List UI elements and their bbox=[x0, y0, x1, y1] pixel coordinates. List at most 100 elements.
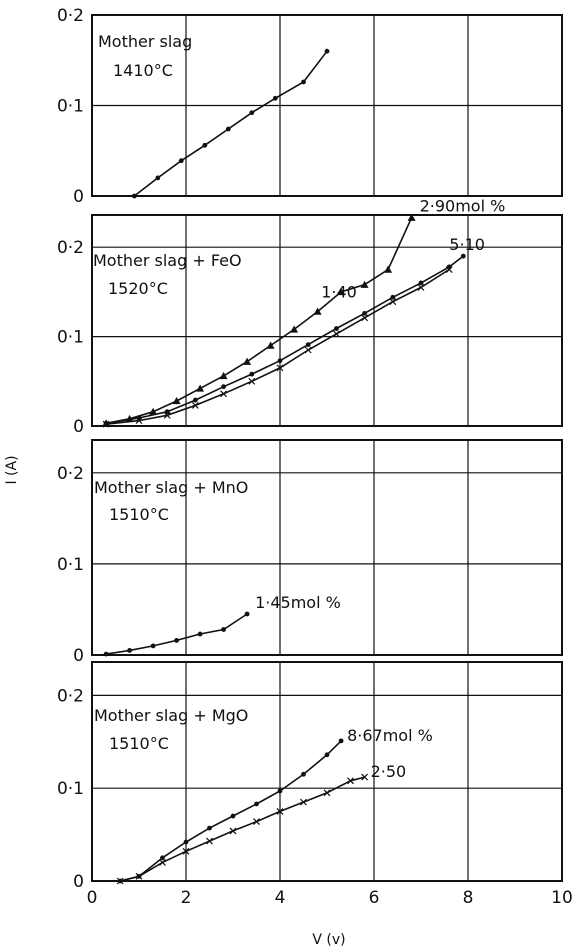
data-point bbox=[277, 788, 283, 794]
data-point bbox=[116, 877, 124, 885]
panel-title-line: Mother slag + MnO bbox=[94, 478, 248, 497]
panel-title-line: 1510°C bbox=[109, 505, 169, 524]
y-tick-label: 0·2 bbox=[57, 464, 84, 484]
data-point bbox=[178, 158, 184, 164]
panel-title-line: Mother slag + FeO bbox=[93, 251, 242, 270]
data-point bbox=[163, 411, 171, 419]
x-tick-label: 8 bbox=[463, 888, 474, 908]
panel-4: 0 0·1 0·2 0 2 4 6 8 10 Mother slag + MgO 1510°C 8·6… bbox=[57, 661, 573, 908]
data-point bbox=[219, 371, 228, 380]
data-point bbox=[164, 409, 170, 415]
data-point bbox=[334, 326, 339, 331]
data-point bbox=[266, 341, 275, 349]
data-point bbox=[332, 330, 340, 338]
data-point bbox=[182, 847, 190, 855]
data-point bbox=[301, 771, 306, 777]
data-point bbox=[135, 872, 143, 880]
data-point bbox=[221, 627, 227, 632]
y-tick-label: 0 bbox=[73, 187, 84, 207]
series-label: 1·45mol % bbox=[255, 593, 341, 612]
y-tick-label: 0·2 bbox=[57, 686, 84, 706]
data-point bbox=[102, 420, 110, 428]
panel-2: 0 0·1 0·2 Mother slag + FeO 1520°C 2·90mol % 5… bbox=[57, 197, 563, 437]
data-point bbox=[361, 314, 369, 322]
series-label: 8·67mol % bbox=[347, 726, 433, 745]
data-point bbox=[324, 48, 330, 54]
data-point bbox=[221, 384, 227, 390]
data-point bbox=[206, 837, 213, 845]
data-point bbox=[225, 126, 231, 132]
data-point bbox=[155, 175, 161, 181]
data-point bbox=[149, 407, 158, 415]
panel-frame bbox=[91, 214, 563, 427]
data-point bbox=[445, 266, 453, 273]
data-point bbox=[160, 855, 165, 861]
data-point bbox=[389, 298, 397, 306]
series-label: 5·10 bbox=[449, 235, 485, 254]
data-point bbox=[243, 357, 252, 365]
panel-1: 0 0·1 0·2 Mother slag 1410°C bbox=[57, 6, 563, 207]
data-point bbox=[249, 110, 255, 116]
series-label: 2·50 bbox=[371, 762, 407, 781]
data-point bbox=[197, 631, 203, 637]
data-point bbox=[220, 390, 228, 398]
series-label: 2·90mol % bbox=[420, 197, 506, 216]
data-point bbox=[131, 193, 137, 199]
data-point bbox=[202, 142, 208, 148]
data-point bbox=[196, 384, 205, 392]
x-axis-label: V (v) bbox=[312, 932, 345, 948]
data-point bbox=[276, 364, 284, 372]
data-point bbox=[254, 801, 259, 807]
data-point bbox=[407, 213, 416, 221]
series-line bbox=[120, 776, 365, 882]
y-tick-label: 0·1 bbox=[57, 555, 84, 575]
data-point bbox=[337, 287, 346, 296]
data-point bbox=[417, 283, 425, 291]
series-line bbox=[105, 217, 413, 425]
panel-title-line: Mother slag + MgO bbox=[94, 706, 248, 725]
data-point bbox=[248, 377, 256, 385]
data-point bbox=[230, 813, 236, 819]
data-point bbox=[390, 294, 396, 300]
y-tick-label: 0 bbox=[73, 872, 84, 892]
data-point bbox=[347, 777, 354, 785]
series-line bbox=[105, 255, 464, 425]
data-point bbox=[135, 417, 143, 425]
panel-frame bbox=[91, 661, 563, 882]
panel-3: 0 0·1 0·2 Mother slag + MnO 1510°C 1·45mol % bbox=[57, 439, 563, 666]
data-point bbox=[249, 371, 255, 377]
data-point bbox=[183, 839, 189, 845]
data-point bbox=[127, 648, 132, 653]
y-tick-label: 0·1 bbox=[57, 97, 84, 117]
data-point bbox=[103, 651, 109, 657]
data-point bbox=[313, 307, 322, 315]
y-tick-label: 0 bbox=[73, 646, 84, 666]
y-tick-label: 0·2 bbox=[57, 238, 84, 258]
series-line bbox=[120, 740, 342, 882]
series-label: 1·40 bbox=[321, 283, 357, 302]
data-point bbox=[323, 789, 331, 797]
data-point bbox=[460, 253, 466, 259]
panel-frame bbox=[91, 439, 563, 656]
panel-title-line: 1410°C bbox=[113, 61, 173, 80]
y-tick-label: 0·2 bbox=[57, 6, 84, 26]
panel-title-line: 1520°C bbox=[108, 279, 168, 298]
data-point bbox=[304, 346, 312, 354]
data-point bbox=[301, 79, 306, 85]
data-point bbox=[362, 310, 367, 316]
data-point bbox=[324, 752, 330, 758]
x-tick-label: 6 bbox=[369, 888, 380, 908]
data-point bbox=[338, 738, 344, 744]
data-point bbox=[159, 859, 166, 866]
data-point bbox=[207, 825, 212, 831]
panel-title-line: Mother slag bbox=[98, 32, 192, 51]
data-point bbox=[305, 342, 311, 348]
data-point bbox=[253, 818, 260, 826]
data-point bbox=[360, 280, 369, 288]
series-line bbox=[105, 613, 248, 655]
data-point bbox=[193, 397, 198, 403]
data-point bbox=[150, 643, 156, 649]
y-tick-label: 0 bbox=[73, 417, 84, 437]
data-point bbox=[191, 402, 199, 409]
